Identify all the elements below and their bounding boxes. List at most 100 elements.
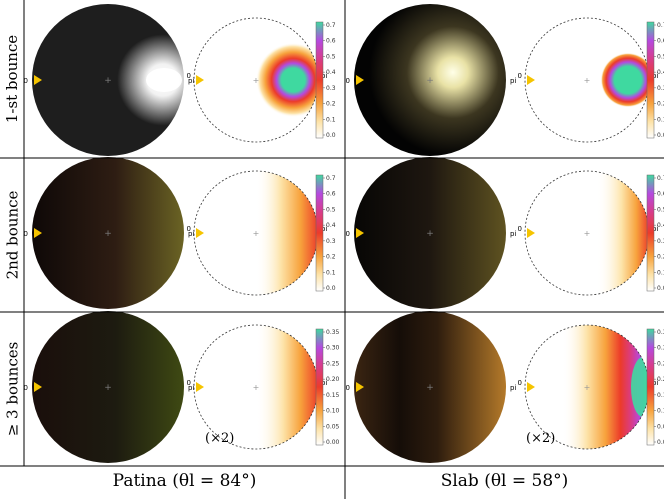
polar-lobe-group [194, 171, 318, 295]
colorbar-tick-label: 0.7 [657, 175, 664, 182]
sphere-label-pi: pi [188, 77, 194, 85]
polar-lobe [194, 18, 318, 142]
sphere-center-mark: + [426, 76, 434, 86]
polar-label-zero: 0 [518, 379, 522, 387]
polar-label-pi: pi [652, 225, 658, 233]
colorbar-tick-label: 0.5 [326, 206, 336, 213]
colorbar-tick-label: 0.0 [657, 285, 664, 292]
colorbar-tick-label: 0.6 [326, 191, 336, 198]
colorbar-tick-label: 0.1 [326, 116, 336, 123]
polar-lobe-group [194, 18, 318, 142]
polar-label-zero: 0 [518, 72, 522, 80]
colorbar-tick-label: 0.35 [657, 329, 664, 336]
colorbar-tick-label: 0.15 [657, 392, 664, 399]
colorbar-gradient [315, 21, 324, 139]
polar-light-marker [196, 75, 204, 85]
colorbar-gradient [646, 174, 655, 292]
colorbar-tick-label: 0.10 [326, 408, 340, 415]
sphere-render [32, 311, 184, 463]
colorbar-tick-label: 0.25 [326, 360, 340, 367]
colorbar-tick-label: 0.0 [326, 285, 336, 292]
polar-center-mark: + [584, 229, 591, 238]
polar-label-pi: pi [321, 379, 327, 387]
colorbar-tick-label: 0.15 [326, 392, 340, 399]
colorbar: 0.0 0.1 0.2 0.3 0.4 0.5 0.6 0.7 [646, 21, 664, 139]
specular-highlight [146, 68, 182, 92]
light-direction-marker [34, 228, 42, 238]
polar-lobe-group [525, 171, 649, 295]
sphere-center-mark: + [104, 229, 112, 239]
colorbar-tick-label: 0.00 [326, 439, 340, 446]
polar-center-mark: + [253, 229, 260, 238]
polar-light-marker [196, 382, 204, 392]
sphere-center-mark: + [104, 76, 112, 86]
light-direction-marker [34, 382, 42, 392]
panel-r2-c1: +0 pi +0 pi0.00.10.20.30.40.50.60.7 [24, 157, 336, 309]
polar-lobe-group [525, 18, 649, 142]
row-label-2: 2nd bounce [0, 158, 24, 312]
colorbar-tick-label: 0.0 [657, 132, 664, 139]
colorbar-tick-label: 0.1 [657, 269, 664, 276]
column-label-2: Slab (θl = 58°) [440, 471, 569, 491]
colorbar: 0.0 0.1 0.2 0.3 0.4 0.5 0.6 0.7 [315, 174, 336, 292]
sphere-label-pi: pi [188, 384, 194, 392]
polar-light-marker [527, 382, 535, 392]
polar-label-zero: 0 [187, 72, 191, 80]
colorbar-tick-label: 0.05 [657, 423, 664, 430]
colorbar-tick-label: 0.3 [326, 238, 336, 245]
polar-label-zero: 0 [187, 379, 191, 387]
polar-center-mark: + [584, 76, 591, 85]
colorbar-tick-label: 0.2 [657, 254, 664, 261]
polar-lobe-group [194, 325, 318, 449]
sphere-render [354, 311, 506, 463]
polar-label-pi: pi [321, 72, 327, 80]
colorbar: 0.0 0.1 0.2 0.3 0.4 0.5 0.6 0.7 [315, 21, 336, 139]
sphere-label-pi: pi [510, 77, 516, 85]
row-label-text: 1-st bounce [3, 34, 21, 124]
colorbar-tick-label: 0.3 [657, 85, 664, 92]
sphere-label-zero: 0 [346, 77, 350, 85]
colorbar-gradient [646, 328, 655, 446]
light-direction-marker [356, 228, 364, 238]
row-label-text: 2nd bounce [3, 190, 21, 280]
colorbar-tick-label: 0.7 [326, 175, 336, 182]
polar-plot: +0 pi [187, 324, 327, 450]
sphere-label-zero: 0 [24, 77, 28, 85]
colorbar-tick-label: 0.7 [326, 22, 336, 29]
sphere-label-zero: 0 [346, 384, 350, 392]
colorbar-tick-label: 0.30 [657, 345, 664, 352]
sphere-label-pi: pi [188, 230, 194, 238]
colorbar-tick-label: 0.4 [326, 69, 336, 76]
polar-plot: +0 pi [518, 170, 658, 296]
polar-label-zero: 0 [187, 225, 191, 233]
panel-r1-c1: +0 pi +0 pi0.00.10.20.30.40.50.60.7 [24, 4, 336, 156]
sphere-render [32, 157, 184, 309]
polar-light-marker [527, 228, 535, 238]
row-label-text: ≥ 3 bounces [3, 341, 22, 437]
column-label-1: Patina (θl = 84°) [112, 471, 257, 491]
colorbar-tick-label: 0.2 [326, 254, 336, 261]
polar-lobe [194, 325, 318, 449]
colorbar-tick-label: 0.4 [657, 69, 664, 76]
polar-lobe [525, 171, 649, 295]
colorbar-tick-label: 0.10 [657, 408, 664, 415]
polar-plot: +0 pi [187, 170, 327, 296]
polar-lobe [525, 325, 649, 449]
sphere-label-zero: 0 [24, 384, 28, 392]
colorbar-tick-label: 0.7 [657, 22, 664, 29]
colorbar-tick-label: 0.0 [326, 132, 336, 139]
sphere-render [354, 4, 506, 156]
colorbar-tick-label: 0.6 [326, 38, 336, 45]
colorbar-tick-label: 0.20 [326, 376, 340, 383]
sphere-center-mark: + [104, 383, 112, 393]
polar-center-mark: + [253, 76, 260, 85]
colorbar-tick-label: 0.3 [326, 85, 336, 92]
colorbar-tick-label: 0.30 [326, 345, 340, 352]
colorbar-tick-label: 0.1 [326, 269, 336, 276]
sphere-render [354, 157, 506, 309]
colorbar-tick-label: 0.5 [657, 206, 664, 213]
